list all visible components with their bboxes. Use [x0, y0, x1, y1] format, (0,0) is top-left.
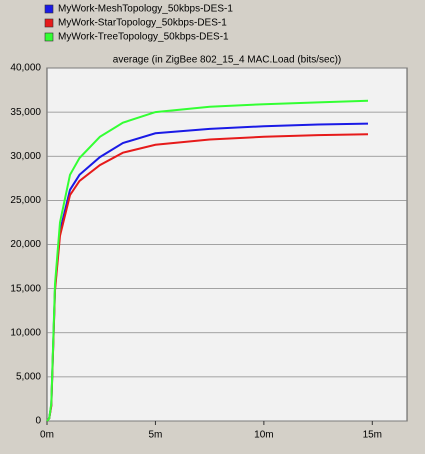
x-tick-label: 10m [254, 430, 273, 441]
legend-label: MyWork-TreeTopology_50kbps-DES-1 [58, 32, 229, 43]
x-tick-label: 5m [148, 430, 162, 441]
y-tick-label: 10,000 [10, 327, 41, 338]
x-tick-label: 15m [363, 430, 382, 441]
legend-swatch [44, 4, 54, 14]
y-tick-label: 30,000 [10, 151, 41, 162]
legend-swatch [44, 32, 54, 42]
y-tick-label: 5,000 [16, 372, 41, 383]
chart-title: average (in ZigBee 802_15_4 MAC.Load (bi… [113, 55, 341, 66]
y-tick-label: 20,000 [10, 239, 41, 250]
y-tick-label: 0 [35, 416, 41, 427]
y-tick-label: 25,000 [10, 195, 41, 206]
y-tick-label: 35,000 [10, 107, 41, 118]
legend-label: MyWork-StarTopology_50kbps-DES-1 [58, 18, 227, 29]
y-tick-label: 40,000 [10, 63, 41, 74]
legend-swatch [44, 18, 54, 28]
x-tick-label: 0m [40, 430, 54, 441]
legend-label: MyWork-MeshTopology_50kbps-DES-1 [58, 4, 233, 15]
series-line [46, 99, 369, 422]
y-tick-label: 15,000 [10, 283, 41, 294]
